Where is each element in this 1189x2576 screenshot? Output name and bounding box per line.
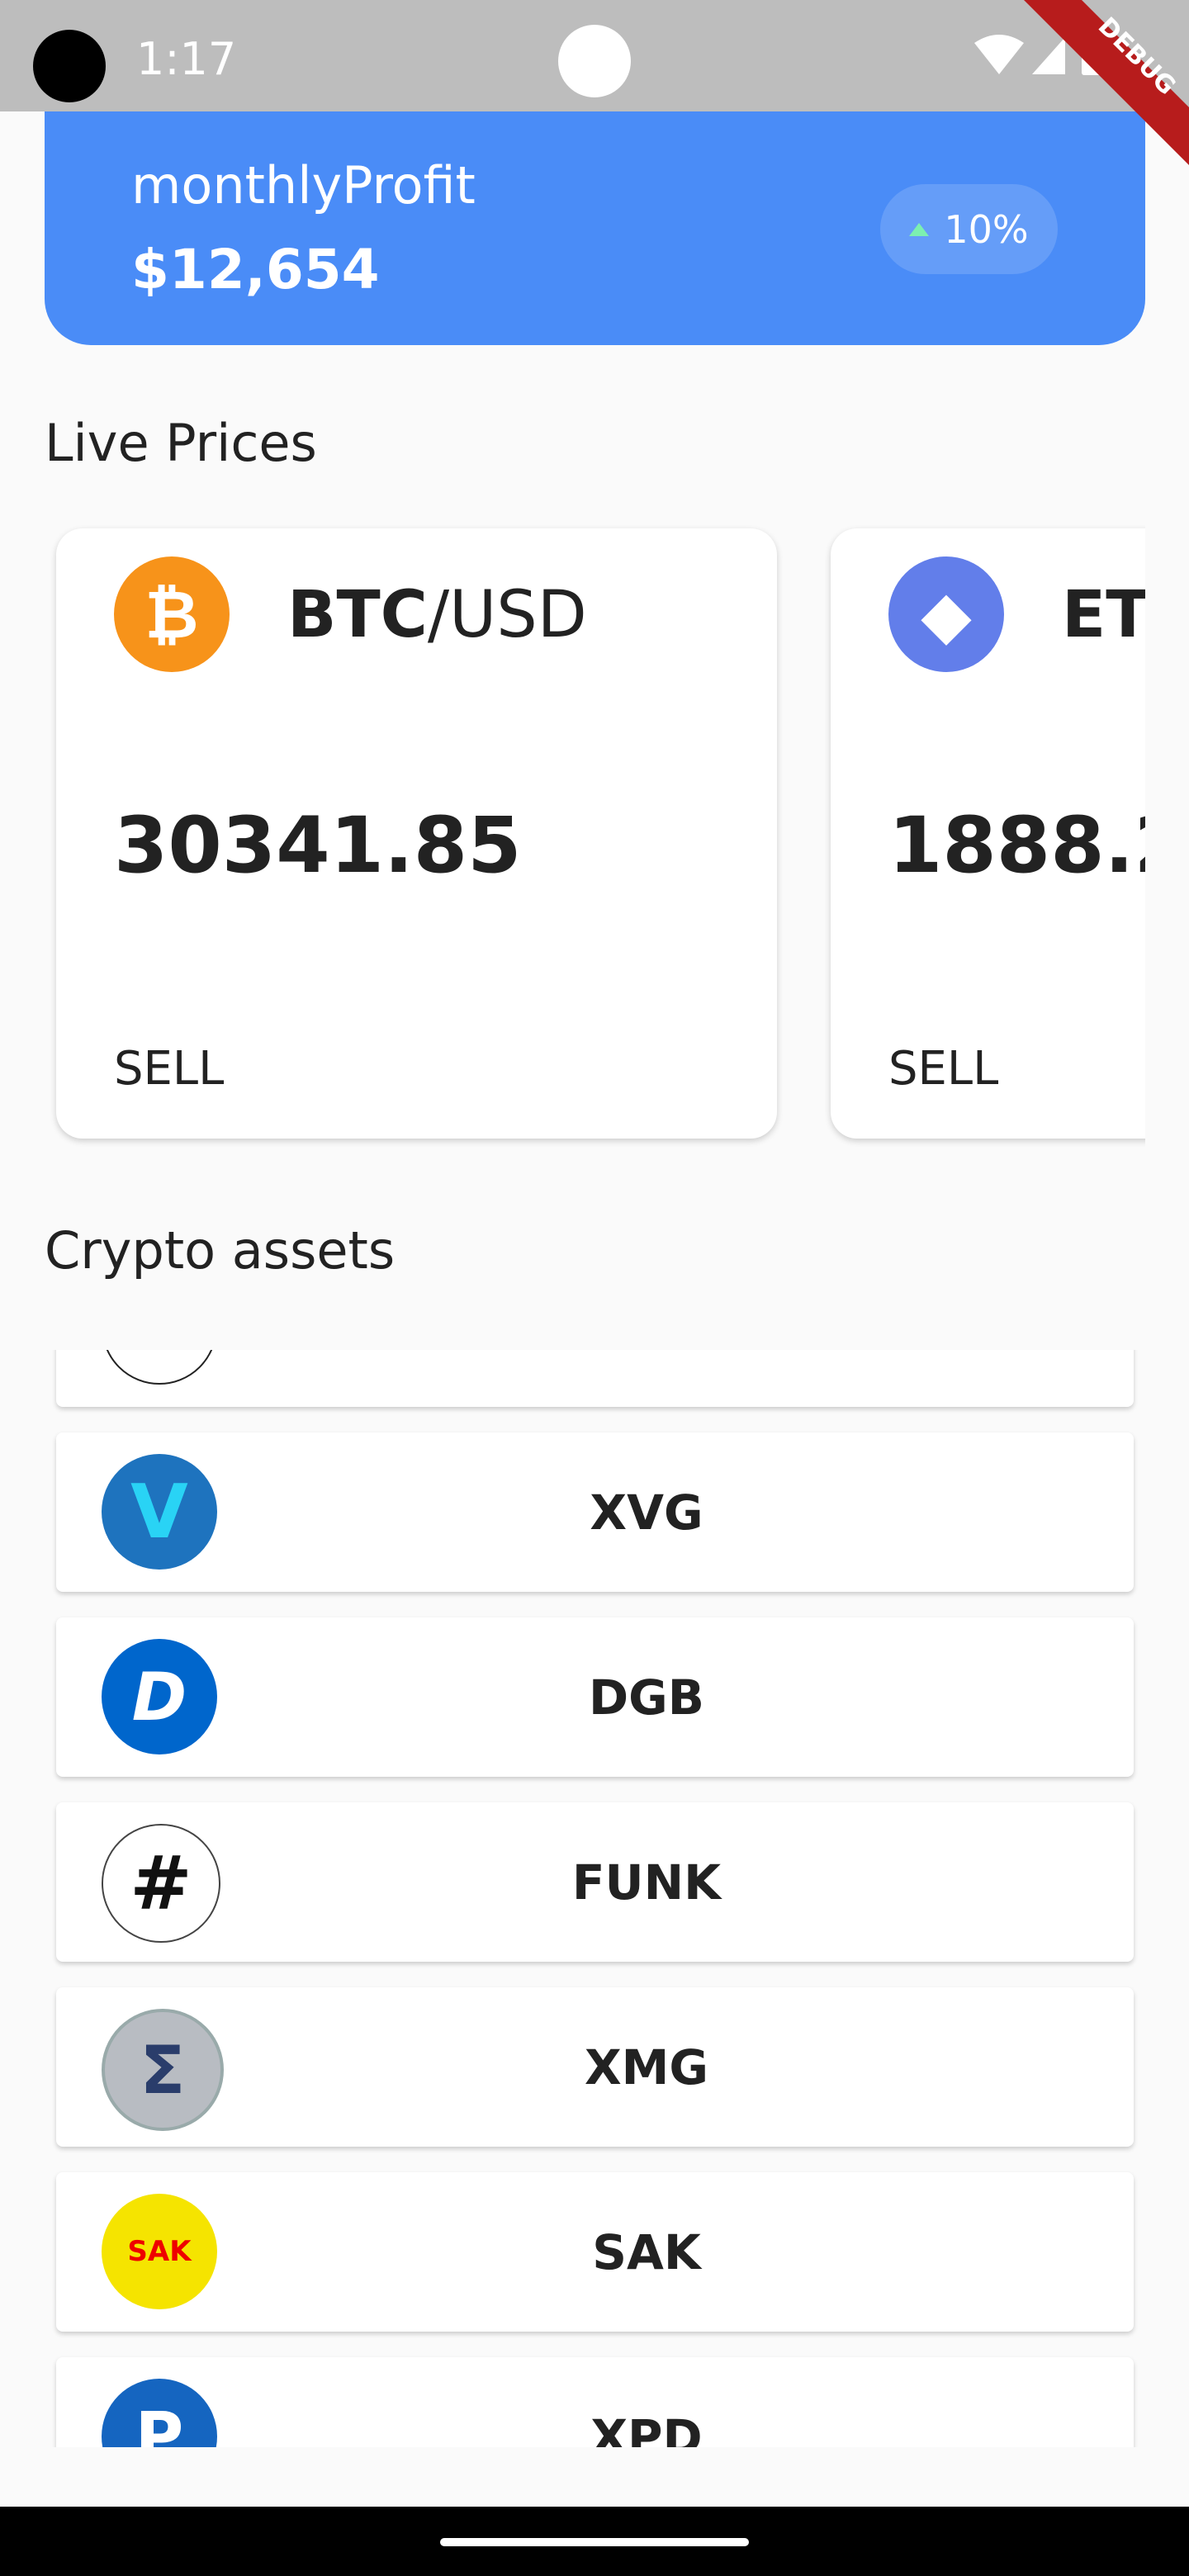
asset-item[interactable]: SAK SAK [56, 2172, 1134, 2332]
status-time: 1:17 [136, 33, 237, 85]
pair-quote: /USD [427, 578, 587, 652]
asset-list: V XVG D DGB # FUNK Σ XMG SAK SAK P XPD [0, 1350, 1189, 2447]
status-bar: 1:17 DEBUG [0, 0, 1189, 165]
asset-icon: SAK [102, 2194, 217, 2309]
asset-icon: V [102, 1454, 217, 1570]
pair-base: BTC [287, 578, 428, 652]
asset-item[interactable]: # FUNK [56, 1802, 1134, 1962]
change-value: 10% [944, 206, 1029, 252]
asset-icon [102, 1350, 217, 1385]
profit-amount: $12,654 [131, 238, 380, 301]
asset-symbol: XMG [584, 2039, 709, 2095]
price-card[interactable]: ◆ ETH/USD 1888.2 SELL [831, 528, 1145, 1139]
asset-item[interactable]: P XPD [56, 2357, 1134, 2447]
price-carousel: ₿ BTC/USD 30341.85 SELL ◆ ETH/USD 1888.2 SELL [45, 512, 1145, 1164]
home-indicator [440, 2538, 749, 2546]
asset-item[interactable] [56, 1350, 1134, 1407]
action-label[interactable]: SELL [114, 1042, 225, 1096]
status-dot [558, 25, 631, 97]
price: 30341.85 [114, 801, 522, 891]
coin-icon: ₿ [114, 556, 230, 672]
up-arrow [909, 222, 930, 236]
price: 1888.2 [888, 801, 1145, 891]
asset-item[interactable]: Σ XMG [56, 1987, 1134, 2147]
nav-bar [0, 2507, 1189, 2576]
asset-item[interactable]: D DGB [56, 1617, 1134, 1777]
pair-base: ETH [1062, 578, 1145, 652]
asset-icon: D [102, 1639, 217, 1754]
asset-symbol: XVG [590, 1484, 703, 1541]
pair-label: BTC/USD [287, 578, 587, 652]
profit-card: monthlyProfit $12,654 10% [45, 83, 1145, 345]
asset-icon: P [102, 2379, 217, 2447]
price-card[interactable]: ₿ BTC/USD 30341.85 SELL [56, 528, 777, 1139]
action-label[interactable]: SELL [888, 1042, 999, 1096]
asset-symbol: FUNK [571, 1854, 722, 1911]
section-title: Live Prices [45, 413, 317, 473]
profit-label: monthlyProfit [131, 155, 476, 215]
debug-banner: DEBUG [1024, 0, 1189, 165]
section-title: Crypto assets [45, 1220, 396, 1281]
asset-icon: # [102, 1824, 220, 1943]
pair-label: ETH/USD [1062, 578, 1145, 652]
asset-symbol: SAK [592, 2223, 701, 2280]
asset-icon: Σ [102, 2009, 224, 2131]
asset-symbol: XPD [590, 2408, 703, 2448]
asset-item[interactable]: V XVG [56, 1432, 1134, 1592]
change-pill: 10% [880, 184, 1058, 274]
asset-symbol: DGB [589, 1669, 704, 1726]
coin-icon: ◆ [888, 556, 1004, 672]
camera-cutout [33, 30, 106, 102]
